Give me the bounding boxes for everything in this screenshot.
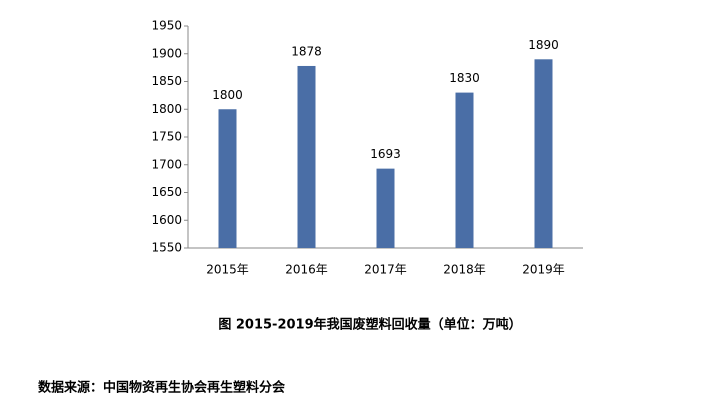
bar xyxy=(297,65,316,249)
x-tick-label: 2018年 xyxy=(443,263,486,277)
y-tick-label: 1700 xyxy=(151,157,182,171)
data-label: 1693 xyxy=(370,147,401,161)
bar xyxy=(534,59,553,248)
x-tick-label: 2019年 xyxy=(522,263,565,277)
y-tick-label: 1550 xyxy=(151,241,182,255)
y-tick-label: 1850 xyxy=(151,74,182,88)
x-tick-label: 2015年 xyxy=(206,263,249,277)
y-tick-label: 1650 xyxy=(151,185,182,199)
x-tick-label: 2016年 xyxy=(285,263,328,277)
data-label: 1890 xyxy=(528,38,559,52)
data-label: 1830 xyxy=(449,71,480,85)
x-tick-label: 2017年 xyxy=(364,263,407,277)
y-tick-label: 1600 xyxy=(151,213,182,227)
bar xyxy=(455,92,474,248)
bar xyxy=(376,168,395,248)
y-tick-label: 1750 xyxy=(151,130,182,144)
bar xyxy=(218,109,237,248)
data-label: 1800 xyxy=(212,88,243,102)
y-tick-label: 1950 xyxy=(151,19,182,33)
y-tick-label: 1800 xyxy=(151,102,182,116)
data-label: 1878 xyxy=(291,44,322,58)
chart-caption: 图 2015-2019年我国废塑料回收量（单位：万吨） xyxy=(218,317,521,333)
y-tick-label: 1900 xyxy=(151,46,182,60)
source-note: 数据来源：中国物资再生协会再生塑料分会 xyxy=(38,380,286,396)
